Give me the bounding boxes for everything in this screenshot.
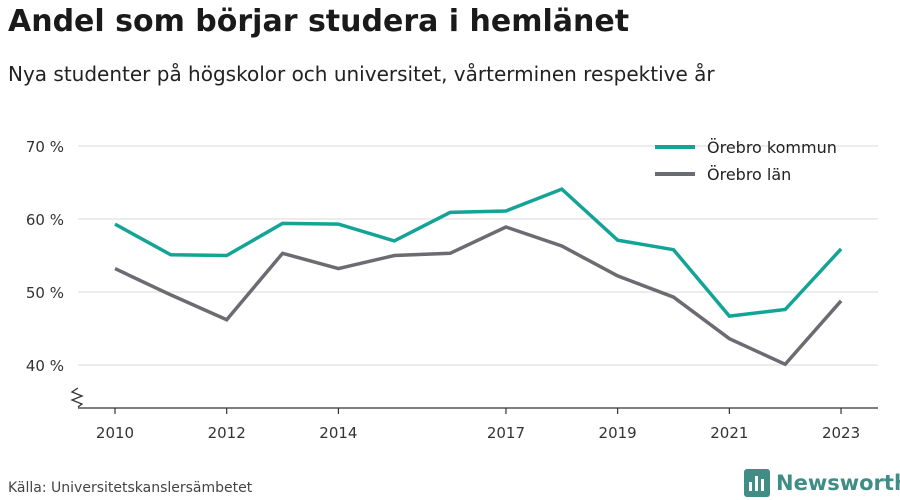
x-tick-label: 2014 [319,424,357,442]
chart-title: Andel som börjar studera i hemlänet [8,4,630,39]
source-note: Källa: Universitetskanslersämbetet [8,480,253,496]
x-tick-label: 2023 [822,424,860,442]
legend-label: Örebro län [707,165,791,184]
brand-name: Newsworthy [776,471,900,495]
x-tick-label: 2012 [208,424,246,442]
y-tick-label: 70 % [26,138,64,156]
y-tick-label: 60 % [26,211,64,229]
y-tick-label: 50 % [26,284,64,302]
x-tick-label: 2010 [96,424,134,442]
chart-subtitle: Nya studenter på högskolor och universit… [8,62,715,86]
brand-logo: Newsworthy [744,469,900,497]
x-tick-label: 2019 [599,424,637,442]
legend-label: Örebro kommun [707,138,837,157]
newsworthy-icon [744,469,770,497]
series-line-0 [114,187,843,318]
x-tick-label: 2021 [710,424,748,442]
y-tick-label: 40 % [26,357,64,375]
x-tick-label: 2017 [487,424,525,442]
series-line-1 [114,225,843,367]
axis-break-icon [70,387,84,408]
